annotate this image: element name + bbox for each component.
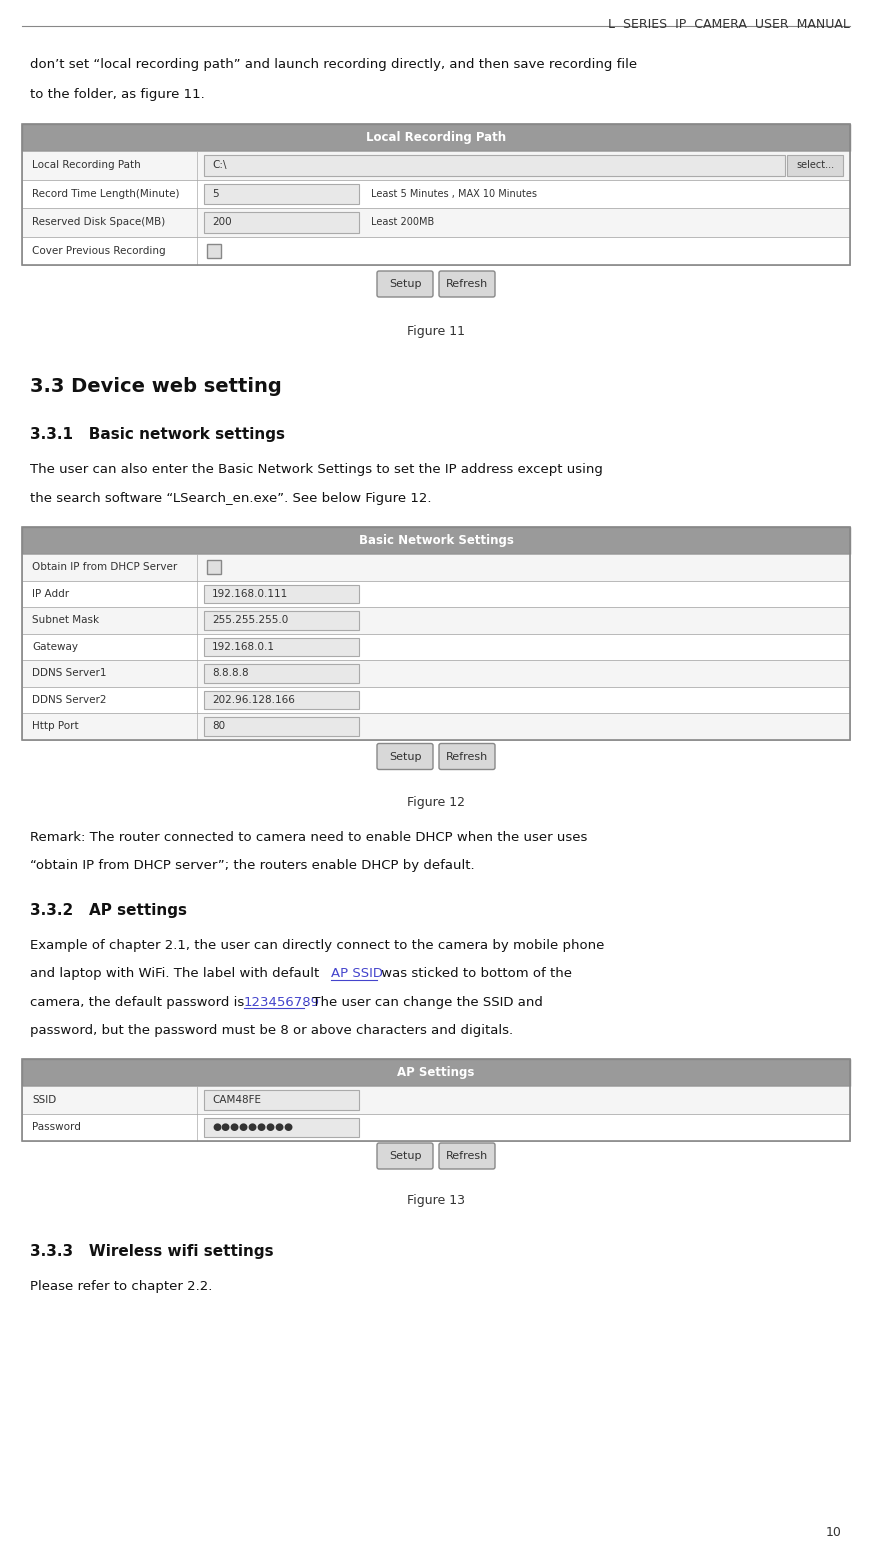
Bar: [207, 561, 221, 575]
Bar: [207, 244, 221, 258]
Text: Gateway: Gateway: [32, 641, 78, 652]
Text: . The user can change the SSID and: . The user can change the SSID and: [303, 995, 542, 1009]
Text: Cover Previous Recording: Cover Previous Recording: [32, 246, 166, 255]
Text: AP SSID: AP SSID: [330, 967, 383, 979]
Bar: [22, 581, 850, 607]
Text: 192.168.0.111: 192.168.0.111: [212, 589, 289, 599]
Text: don’t set “local recording path” and launch recording directly, and then save re: don’t set “local recording path” and lau…: [30, 58, 637, 72]
Text: the search software “LSearch_en.exe”. See below Figure 12.: the search software “LSearch_en.exe”. Se…: [30, 492, 432, 504]
Bar: [204, 1090, 359, 1110]
Text: 123456789: 123456789: [244, 995, 320, 1009]
Text: Local Recording Path: Local Recording Path: [32, 160, 140, 170]
FancyBboxPatch shape: [377, 744, 433, 769]
Bar: [22, 687, 850, 713]
Bar: [22, 660, 850, 687]
Bar: [22, 1059, 850, 1085]
Text: Figure 13: Figure 13: [407, 1194, 465, 1207]
Text: Please refer to chapter 2.2.: Please refer to chapter 2.2.: [30, 1280, 213, 1292]
Text: 3.3.1   Basic network settings: 3.3.1 Basic network settings: [30, 427, 285, 442]
Text: 200: 200: [212, 218, 232, 227]
Text: password, but the password must be 8 or above characters and digitals.: password, but the password must be 8 or …: [30, 1025, 513, 1037]
Text: CAM48FE: CAM48FE: [212, 1095, 261, 1105]
Text: The user can also enter the Basic Network Settings to set the IP address except : The user can also enter the Basic Networ…: [30, 462, 603, 476]
Bar: [204, 584, 359, 603]
Bar: [22, 1085, 850, 1113]
Bar: [787, 156, 843, 176]
Bar: [22, 237, 850, 265]
Text: Obtain IP from DHCP Server: Obtain IP from DHCP Server: [32, 562, 177, 573]
Bar: [22, 125, 850, 151]
FancyBboxPatch shape: [377, 1143, 433, 1169]
Bar: [204, 156, 785, 176]
Text: IP Addr: IP Addr: [32, 589, 69, 599]
Text: AP Settings: AP Settings: [398, 1067, 474, 1079]
Bar: [22, 151, 850, 179]
Text: 8.8.8.8: 8.8.8.8: [212, 668, 249, 679]
Text: 5: 5: [212, 188, 219, 199]
Bar: [204, 690, 359, 708]
Text: Http Port: Http Port: [32, 721, 78, 732]
Bar: [22, 179, 850, 209]
Text: 80: 80: [212, 721, 225, 732]
Bar: [22, 526, 850, 554]
Text: Setup: Setup: [389, 1151, 421, 1162]
Text: 192.168.0.1: 192.168.0.1: [212, 641, 275, 652]
Text: Basic Network Settings: Basic Network Settings: [358, 534, 514, 547]
Text: Refresh: Refresh: [446, 752, 488, 761]
Bar: [204, 610, 359, 629]
Bar: [22, 713, 850, 740]
Text: DDNS Server2: DDNS Server2: [32, 694, 106, 705]
Bar: [22, 634, 850, 660]
Text: Least 200MB: Least 200MB: [371, 218, 434, 227]
Bar: [22, 1113, 850, 1141]
Text: “obtain IP from DHCP server”; the routers enable DHCP by default.: “obtain IP from DHCP server”; the router…: [30, 858, 474, 872]
Text: Figure 12: Figure 12: [407, 796, 465, 808]
Bar: [204, 663, 359, 682]
Text: was sticked to bottom of the: was sticked to bottom of the: [378, 967, 572, 979]
Text: Record Time Length(Minute): Record Time Length(Minute): [32, 188, 180, 199]
Bar: [204, 184, 359, 204]
Bar: [204, 637, 359, 655]
Text: to the folder, as figure 11.: to the folder, as figure 11.: [30, 89, 205, 101]
Text: Refresh: Refresh: [446, 279, 488, 290]
Text: Setup: Setup: [389, 279, 421, 290]
Text: Example of chapter 2.1, the user can directly connect to the camera by mobile ph: Example of chapter 2.1, the user can dir…: [30, 939, 604, 951]
Text: select...: select...: [796, 160, 834, 170]
Bar: [204, 1118, 359, 1137]
Text: SSID: SSID: [32, 1095, 57, 1105]
Text: Least 5 Minutes , MAX 10 Minutes: Least 5 Minutes , MAX 10 Minutes: [371, 188, 537, 199]
Bar: [22, 125, 850, 265]
Text: 3.3.3   Wireless wifi settings: 3.3.3 Wireless wifi settings: [30, 1244, 274, 1260]
Bar: [22, 526, 850, 740]
Text: Subnet Mask: Subnet Mask: [32, 615, 99, 626]
Text: 3.3 Device web setting: 3.3 Device web setting: [30, 377, 282, 395]
Text: Password: Password: [32, 1123, 81, 1132]
FancyBboxPatch shape: [377, 271, 433, 297]
FancyBboxPatch shape: [439, 1143, 495, 1169]
Text: Figure 11: Figure 11: [407, 325, 465, 338]
Text: DDNS Server1: DDNS Server1: [32, 668, 106, 679]
Text: 255.255.255.0: 255.255.255.0: [212, 615, 289, 626]
Text: 3.3.2   AP settings: 3.3.2 AP settings: [30, 903, 187, 917]
Text: Refresh: Refresh: [446, 1151, 488, 1162]
FancyBboxPatch shape: [439, 744, 495, 769]
FancyBboxPatch shape: [439, 271, 495, 297]
Text: ●●●●●●●●●: ●●●●●●●●●: [212, 1123, 293, 1132]
Text: Setup: Setup: [389, 752, 421, 761]
Text: Remark: The router connected to camera need to enable DHCP when the user uses: Remark: The router connected to camera n…: [30, 830, 588, 844]
Bar: [22, 554, 850, 581]
Text: 202.96.128.166: 202.96.128.166: [212, 694, 295, 705]
Text: C:\: C:\: [212, 160, 227, 170]
Bar: [22, 209, 850, 237]
Text: Local Recording Path: Local Recording Path: [366, 131, 506, 143]
Text: Reserved Disk Space(MB): Reserved Disk Space(MB): [32, 218, 166, 227]
Text: L  SERIES  IP  CAMERA  USER  MANUAL: L SERIES IP CAMERA USER MANUAL: [608, 19, 850, 31]
Text: 10: 10: [826, 1526, 842, 1538]
Text: camera, the default password is: camera, the default password is: [30, 995, 249, 1009]
Bar: [22, 607, 850, 634]
Bar: [204, 212, 359, 232]
Bar: [22, 1059, 850, 1141]
Bar: [204, 718, 359, 735]
Text: and laptop with WiFi. The label with default: and laptop with WiFi. The label with def…: [30, 967, 324, 979]
